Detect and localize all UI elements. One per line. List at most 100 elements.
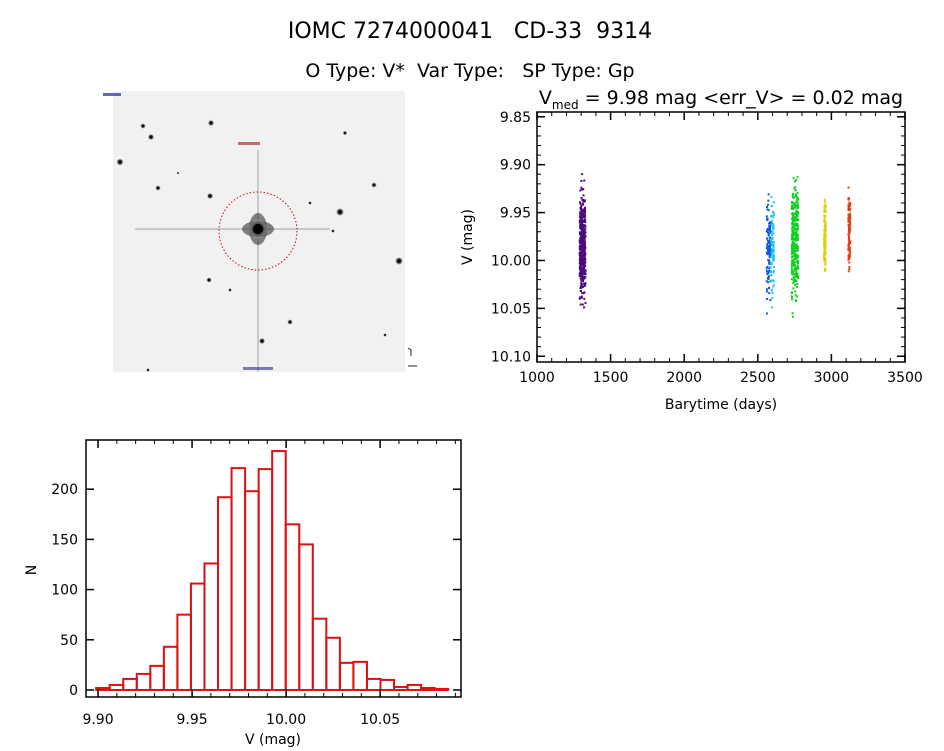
- field-star: [146, 368, 150, 372]
- y-tick-label: 10.05: [491, 301, 531, 317]
- histogram-bar: [433, 687, 450, 691]
- histogram-bar: [203, 562, 220, 691]
- histogram-bar: [311, 617, 328, 691]
- data-point-season-1: [580, 236, 583, 239]
- data-point-season-3: [792, 248, 795, 251]
- data-point-season-3: [793, 187, 796, 190]
- data-point-season-5: [849, 229, 852, 232]
- data-point-season-4: [823, 217, 826, 220]
- histogram-bar: [244, 490, 260, 691]
- data-point-season-3: [793, 263, 796, 266]
- data-point-season-1: [582, 292, 585, 295]
- data-point-season-1: [584, 215, 587, 218]
- data-point-season-1: [583, 245, 586, 248]
- data-point-season-4: [823, 248, 826, 251]
- data-point-season-2: [767, 259, 770, 262]
- data-point-season-3: [792, 220, 795, 223]
- data-point-season-2: [766, 249, 769, 252]
- data-point-season-1: [581, 267, 584, 270]
- compass-icon: [407, 347, 417, 367]
- data-point-season-3: [790, 262, 793, 265]
- data-point-season-1: [584, 258, 587, 261]
- data-point-season-4: [823, 229, 826, 232]
- data-point-season-3: [792, 250, 795, 253]
- x-tick-label: 10.05: [360, 712, 400, 728]
- data-point-season-1: [581, 286, 584, 289]
- data-point-season-3: [793, 204, 796, 207]
- data-point-season-3: [794, 244, 797, 247]
- histogram-bar: [135, 672, 152, 691]
- data-point-season-1: [581, 247, 584, 250]
- data-point-season-5: [848, 241, 851, 244]
- histogram-bar: [176, 613, 192, 691]
- data-point-season-1: [579, 212, 582, 215]
- data-point-season-3: [793, 222, 796, 225]
- data-point-season-3: [793, 257, 796, 260]
- data-point-season-1: [583, 277, 586, 280]
- data-point-season-2: [771, 233, 774, 236]
- data-point-season-4: [823, 201, 826, 204]
- data-point-season-1: [584, 244, 587, 247]
- data-point-season-1: [581, 224, 584, 227]
- data-point-season-1: [583, 306, 586, 309]
- data-point-season-1: [583, 237, 586, 240]
- data-point-season-3: [794, 206, 797, 209]
- data-point-season-4: [823, 230, 826, 233]
- data-point-season-3: [795, 218, 798, 221]
- data-point-season-3: [796, 295, 799, 298]
- data-point-season-1: [581, 230, 584, 233]
- data-point-season-2: [765, 251, 768, 254]
- y-tick-label: 0: [69, 683, 78, 699]
- data-point-season-1: [584, 301, 587, 304]
- data-point-season-2: [770, 279, 773, 282]
- light-curve-chart: Vmed = 9.98 mag <err_V> = 0.02 mag Baryt…: [460, 87, 923, 413]
- data-point-season-3: [795, 256, 798, 259]
- data-point-season-3: [795, 271, 798, 274]
- data-point-season-2: [767, 277, 770, 280]
- data-point-season-3: [791, 212, 794, 215]
- data-point-season-3: [793, 241, 796, 244]
- data-point-season-2: [767, 229, 770, 232]
- data-point-season-5: [848, 217, 851, 220]
- data-point-season-2: [771, 230, 774, 233]
- data-point-season-1: [579, 247, 582, 250]
- data-point-season-1: [580, 223, 583, 226]
- data-point-season-2: [768, 275, 771, 278]
- data-point-season-1: [578, 221, 581, 224]
- data-point-season-3: [794, 253, 797, 256]
- data-point-season-2: [767, 199, 770, 202]
- data-point-season-1: [582, 188, 585, 191]
- data-point-season-1: [583, 218, 586, 221]
- data-point-season-4: [823, 267, 826, 270]
- data-point-season-2: [771, 255, 774, 258]
- x-tick-label: 3500: [887, 370, 923, 386]
- y-tick-label: 50: [60, 633, 78, 649]
- data-point-season-1: [583, 224, 586, 227]
- data-point-season-2: [771, 279, 774, 282]
- data-point-season-3: [790, 265, 793, 268]
- data-point-season-3: [795, 248, 798, 251]
- data-point-season-1: [583, 262, 586, 265]
- x-tick-label: 9.95: [176, 712, 207, 728]
- data-point-season-1: [580, 290, 583, 293]
- data-point-season-3: [791, 230, 794, 233]
- histogram-bar: [284, 523, 301, 691]
- y-tick-label: 100: [51, 583, 78, 599]
- data-point-season-2: [768, 255, 771, 258]
- data-point-season-3: [792, 232, 795, 235]
- data-point-season-5: [847, 235, 850, 238]
- data-point-season-1: [581, 198, 584, 201]
- data-point-season-1: [582, 282, 585, 285]
- data-point-season-1: [583, 247, 586, 250]
- data-point-season-2: [767, 241, 770, 244]
- data-point-season-3: [797, 277, 800, 280]
- histogram-xlabel: V (mag): [245, 732, 301, 747]
- data-point-season-3: [796, 211, 799, 214]
- histogram-chart: V (mag) N 9.90 9.95 10.00 10.05 0 50 100 150 200: [24, 439, 462, 748]
- data-point-season-5: [847, 197, 850, 200]
- data-point-season-1: [581, 263, 584, 266]
- data-point-season-5: [847, 219, 850, 222]
- data-point-season-1: [579, 208, 582, 211]
- data-point-season-1: [579, 244, 582, 247]
